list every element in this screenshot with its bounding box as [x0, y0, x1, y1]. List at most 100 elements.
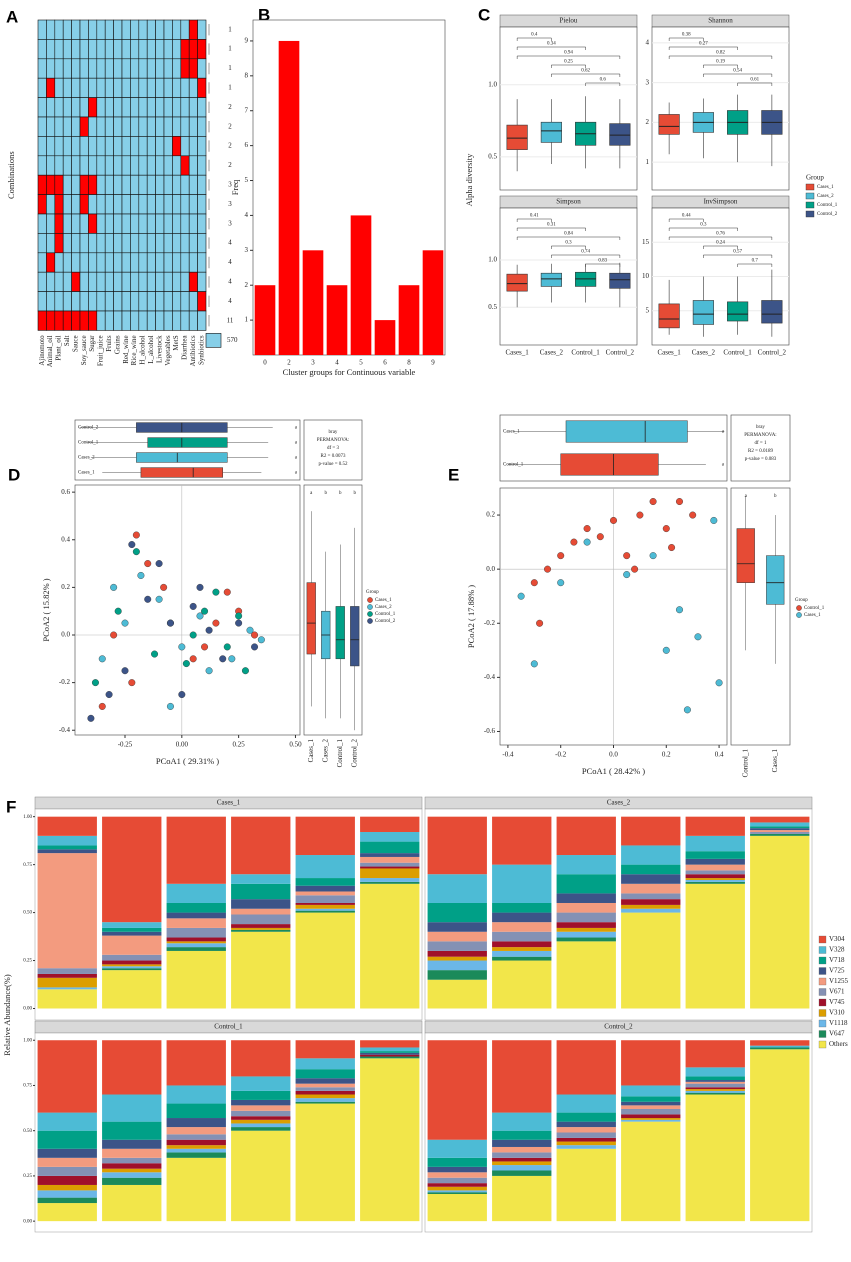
point: [166, 702, 174, 710]
box-group-label: Cases_1: [78, 471, 95, 476]
heatmap-cell: [130, 97, 140, 118]
bar-segment: [556, 1094, 616, 1113]
y-tick-label: 5: [245, 176, 249, 184]
bar-segment: [685, 835, 745, 852]
legend-label: Control_1: [804, 606, 825, 611]
bar-segment: [621, 1085, 681, 1097]
column-label: Antibiotics: [189, 335, 197, 366]
heatmap-cell: [180, 39, 190, 60]
bar-segment: [295, 1040, 355, 1059]
heatmap-cell: [163, 233, 173, 254]
bar-segment: [166, 883, 226, 903]
box-group-label: Control_2: [350, 739, 358, 768]
panel-label: D: [8, 465, 20, 484]
heatmap-cell: [79, 116, 89, 137]
heatmap-cell: [172, 194, 182, 215]
x-tick-label: Cases_1: [657, 349, 681, 357]
point: [201, 643, 209, 651]
heatmap-cell: [79, 252, 89, 273]
heatmap-cell: [188, 136, 198, 157]
count-label: 11: [227, 316, 234, 324]
heatmap-cell: [79, 77, 89, 98]
heatmap-cell: [37, 97, 47, 118]
bar-segment: [360, 816, 420, 833]
legend-label: V1118: [829, 1019, 848, 1027]
stats-text: R2 = 0.0073: [321, 454, 346, 459]
bar-segment: [37, 987, 97, 990]
heatmap-cell: [130, 174, 140, 195]
point: [98, 702, 106, 710]
heatmap-cell: [146, 291, 156, 312]
heatmap-cell: [138, 174, 148, 195]
bar-segment: [492, 1130, 552, 1140]
bar-segment: [427, 1192, 487, 1195]
heatmap-cell: [104, 58, 114, 79]
bar-segment: [685, 864, 745, 871]
heatmap-cell: [88, 97, 98, 118]
heatmap-cell: [88, 19, 98, 40]
bar-segment: [37, 845, 97, 850]
facet-title: Cases_2: [607, 799, 631, 807]
bar-segment: [750, 835, 810, 1009]
facet-title: Control_1: [214, 1023, 243, 1031]
bar-segment: [556, 1132, 616, 1138]
bar-segment: [685, 1083, 745, 1088]
heatmap-cell: [113, 252, 123, 273]
bar-segment: [556, 941, 616, 1009]
bar-segment: [231, 1130, 291, 1222]
stats-text: PERMANOVA:: [317, 438, 349, 443]
bar-segment: [166, 912, 226, 919]
bar-segment: [360, 841, 420, 854]
heatmap-cell: [62, 19, 72, 40]
heatmap-cell: [113, 77, 123, 98]
bar-segment: [621, 883, 681, 894]
count-label: 3: [228, 200, 232, 208]
p-value: 0.94: [564, 51, 573, 56]
y-tick-label: 3: [245, 246, 249, 254]
legend-swatch: [818, 1019, 827, 1028]
heatmap-cell: [71, 194, 81, 215]
legend-swatch: [796, 605, 802, 611]
bar: [350, 215, 372, 355]
point: [610, 516, 618, 524]
facet-title: Shannon: [708, 17, 733, 25]
legend-swatch: [805, 210, 815, 218]
bar-segment: [621, 1101, 681, 1106]
box-group-label: Control_1: [741, 749, 749, 778]
legend-label: Cases_1: [817, 185, 834, 190]
bar-segment: [492, 1175, 552, 1222]
box: [766, 555, 785, 605]
y-tick-label: 0.25: [23, 1174, 32, 1179]
legend-swatch: [796, 612, 802, 618]
comparison-bracket: [668, 236, 773, 240]
box: [565, 420, 688, 443]
heatmap-cell: [54, 271, 64, 292]
bar-segment: [492, 941, 552, 948]
bar-segment: [360, 832, 420, 842]
point: [246, 626, 254, 634]
bar-segment: [685, 1067, 745, 1077]
point: [228, 655, 236, 663]
p-value: 0.7: [752, 259, 759, 264]
y-tick-label: 0.2: [61, 583, 70, 591]
heatmap-cell: [88, 291, 98, 312]
heatmap-cell: [188, 233, 198, 254]
comparison-bracket: [737, 82, 773, 86]
bar-segment: [750, 833, 810, 836]
heatmap-cell: [172, 174, 182, 195]
bar-segment: [37, 1203, 97, 1222]
legend-swatch: [818, 967, 827, 975]
legend-swatch: [805, 201, 815, 209]
column-label: Fruits: [105, 335, 113, 352]
heatmap-cell: [163, 77, 173, 98]
heatmap-cell: [71, 19, 81, 40]
p-value: 0.25: [564, 60, 573, 65]
box-group-label: Control_1: [78, 441, 99, 446]
comparison-bracket: [703, 254, 773, 258]
bar-segment: [685, 883, 745, 1009]
bar-segment: [492, 864, 552, 903]
bar-segment: [621, 1118, 681, 1120]
heatmap-cell: [54, 174, 64, 195]
bar-segment: [360, 1058, 420, 1222]
heatmap-cell: [88, 77, 98, 98]
